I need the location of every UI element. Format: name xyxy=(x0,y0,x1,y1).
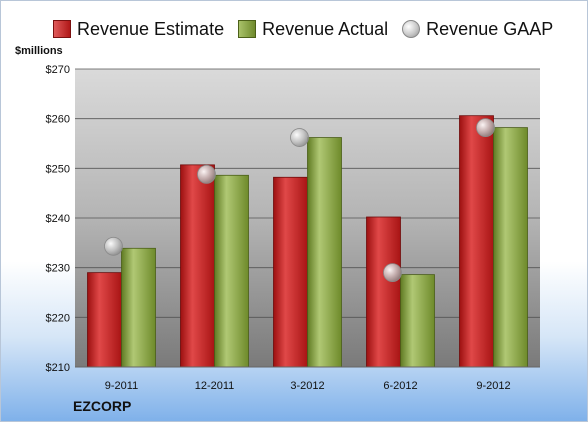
company-name: EZCORP xyxy=(73,398,132,414)
bar-estimate xyxy=(87,272,122,368)
point-gaap xyxy=(197,164,216,184)
bar-actual xyxy=(214,174,249,368)
legend-item-gaap: Revenue GAAP xyxy=(402,19,553,40)
legend-swatch-actual xyxy=(238,20,257,38)
bar-estimate xyxy=(366,216,401,368)
x-tick-label: 9-2012 xyxy=(476,380,510,392)
point-gaap xyxy=(383,263,402,283)
x-tick-label: 6-2012 xyxy=(383,380,417,392)
y-axis-units-label: $millions xyxy=(15,45,63,57)
point-gaap xyxy=(290,128,309,147)
bar-actual xyxy=(493,127,528,368)
point-gaap xyxy=(104,236,123,256)
legend-label-estimate: Revenue Estimate xyxy=(77,18,225,39)
bar-estimate xyxy=(459,115,494,368)
point-gaap xyxy=(476,118,495,138)
y-tick-label: $220 xyxy=(46,312,70,324)
legend-item-actual: Revenue Actual xyxy=(238,19,388,40)
legend-item-estimate: Revenue Estimate xyxy=(53,19,224,40)
bar-estimate xyxy=(273,176,308,368)
y-tick-label: $250 xyxy=(46,163,70,175)
legend-label-actual: Revenue Actual xyxy=(262,18,389,39)
y-tick-label: $270 xyxy=(46,64,70,76)
y-tick-label: $210 xyxy=(46,362,70,374)
y-tick-label: $230 xyxy=(46,263,70,275)
x-tick-label: 9-2011 xyxy=(105,380,138,392)
y-tick-label: $260 xyxy=(46,114,70,126)
legend: Revenue Estimate Revenue Actual Revenue … xyxy=(53,17,567,41)
y-tick-label: $240 xyxy=(46,213,70,225)
bar-actual xyxy=(307,137,342,368)
bar-actual xyxy=(121,247,156,368)
x-tick-label: 3-2012 xyxy=(290,380,324,392)
bar-actual xyxy=(400,274,435,368)
bar-estimate xyxy=(180,164,215,368)
legend-swatch-estimate xyxy=(53,20,71,38)
legend-swatch-gaap xyxy=(402,20,421,38)
x-tick-label: 12-2011 xyxy=(195,380,235,392)
legend-label-gaap: Revenue GAAP xyxy=(426,18,554,39)
